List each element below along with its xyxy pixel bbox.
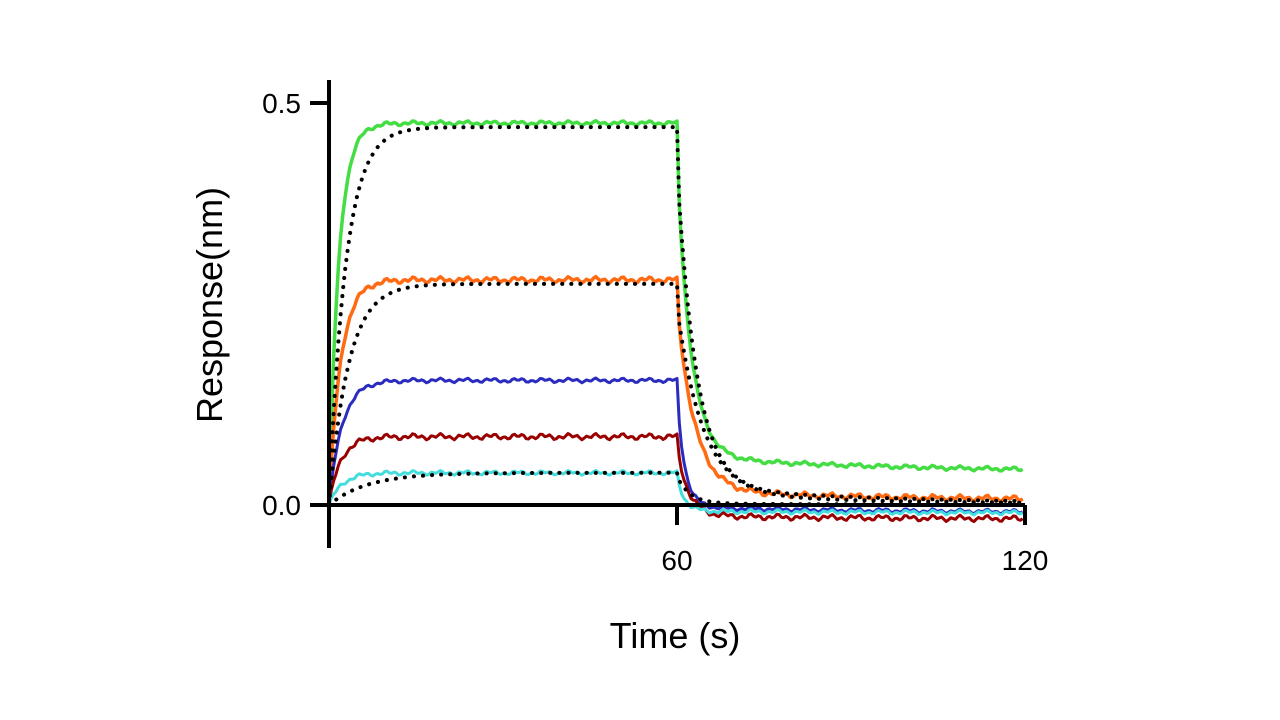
- series-line-4: [327, 432, 1024, 524]
- fit-layer: [327, 125, 1025, 507]
- x-axis-title: Time (s): [610, 615, 741, 656]
- series-line-3: [327, 376, 1024, 516]
- y-tick-label-1: 0.0: [262, 490, 301, 521]
- x-tick-label-1: 60: [661, 545, 692, 576]
- ticks-layer: 60 120 0.0 0.5: [262, 88, 1048, 576]
- series-layer: [327, 118, 1024, 524]
- fit-line-2: [327, 281, 1025, 507]
- series-line-1: [327, 118, 1024, 506]
- series-line-2: [327, 274, 1024, 506]
- y-tick-label-2: 0.5: [262, 88, 301, 119]
- fit-line-3: [327, 470, 1025, 507]
- fit-line-1: [327, 125, 1025, 507]
- x-tick-label-2: 120: [1002, 545, 1049, 576]
- series-line-5: [327, 469, 1024, 517]
- y-axis-title: Response(nm): [189, 187, 230, 423]
